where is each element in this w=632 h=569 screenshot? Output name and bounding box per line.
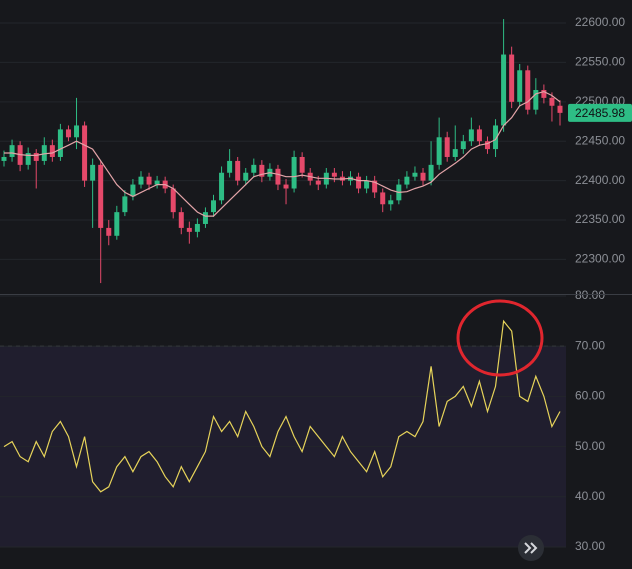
candle-body <box>541 89 547 98</box>
candle-body <box>90 164 96 181</box>
y-tick-label: 60.00 <box>575 389 605 403</box>
candle-body <box>235 160 241 181</box>
candle-body <box>251 164 257 173</box>
candle-body <box>259 164 265 177</box>
candle-body <box>388 200 394 205</box>
candle-body <box>517 70 523 102</box>
y-tick-label: 30.00 <box>575 539 605 553</box>
y-tick-label: 22450.00 <box>575 133 625 147</box>
y-tick-label: 22350.00 <box>575 212 625 226</box>
candle-body <box>315 180 321 185</box>
candle-body <box>356 176 362 189</box>
candle-body <box>476 129 482 142</box>
candle-body <box>452 149 458 157</box>
candle-body <box>146 176 152 185</box>
highlight-circle <box>456 299 544 377</box>
y-tick-label: 40.00 <box>575 489 605 503</box>
y-tick-label: 22550.00 <box>575 55 625 69</box>
rsi-line <box>3 319 561 493</box>
candle-body <box>57 129 63 157</box>
candle-body <box>122 196 128 213</box>
candle-body <box>243 172 249 181</box>
candle-body <box>82 125 88 181</box>
candle-body <box>41 145 47 161</box>
y-tick-label: 80.00 <box>575 288 605 302</box>
candle-body <box>130 184 136 197</box>
candle-body <box>283 184 289 189</box>
button-icon <box>524 542 538 554</box>
candle-body <box>25 153 31 165</box>
candle-body <box>9 145 15 157</box>
candle-body <box>299 156 305 173</box>
moving-average-line <box>4 90 561 217</box>
candle-body <box>65 129 71 138</box>
y-tick-label: 70.00 <box>575 338 605 352</box>
candle-body <box>211 200 217 213</box>
candle-body <box>219 172 225 201</box>
candle-body <box>106 227 112 236</box>
candle-body <box>186 227 192 232</box>
candle-body <box>364 180 370 189</box>
candle-body <box>493 125 499 150</box>
scroll-button[interactable] <box>518 535 544 561</box>
candle-body <box>404 176 410 185</box>
candle-body <box>380 192 386 205</box>
candle-body <box>549 97 555 106</box>
candle-body <box>420 172 426 181</box>
candle-body <box>533 89 539 110</box>
y-tick-label: 50.00 <box>575 439 605 453</box>
candle-body <box>372 180 378 193</box>
candle-body <box>557 105 563 113</box>
price-badge-label: 22485.98 <box>575 106 625 120</box>
candle-body <box>460 141 466 150</box>
candle-body <box>484 141 490 150</box>
candle-body <box>275 168 281 185</box>
candle-body <box>501 54 507 126</box>
y-tick-label: 22400.00 <box>575 173 625 187</box>
candle-body <box>412 172 418 177</box>
candle-body <box>74 125 80 138</box>
candle-body <box>49 145 55 157</box>
y-tick-label: 22300.00 <box>575 252 625 266</box>
candle-body <box>227 160 233 173</box>
candle-body <box>170 188 176 213</box>
candle-body <box>202 212 208 224</box>
y-tick-label: 22600.00 <box>575 15 625 29</box>
candle-body <box>291 156 297 189</box>
candle-body <box>33 153 39 161</box>
price-badge <box>568 103 632 122</box>
candle-body <box>114 212 120 236</box>
candle-body <box>468 129 474 142</box>
candle-body <box>178 212 184 228</box>
candle-body <box>194 223 200 232</box>
candle-body <box>154 180 160 185</box>
candle-body <box>436 137 442 165</box>
candle-body <box>331 172 337 177</box>
candle-body <box>509 54 515 102</box>
candle-body <box>525 70 531 110</box>
candle-body <box>1 156 7 161</box>
candle-body <box>444 137 450 157</box>
candle-body <box>138 176 144 185</box>
candle-body <box>428 164 434 181</box>
candle-body <box>98 164 104 228</box>
